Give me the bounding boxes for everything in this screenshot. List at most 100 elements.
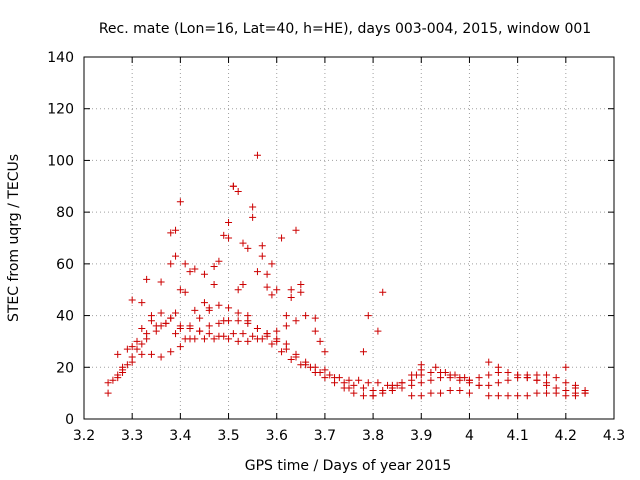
data-point [273,335,281,343]
data-point [268,340,276,348]
data-point [176,343,184,351]
data-point [543,379,551,387]
data-point [244,312,252,320]
data-point [225,304,233,312]
data-point [119,363,127,371]
data-point [408,376,416,384]
data-point [147,312,155,320]
data-point [287,286,295,294]
data-point [427,368,435,376]
data-point [138,340,146,348]
x-tick-label: 4.2 [555,428,577,444]
data-point [249,203,257,211]
data-point [258,252,266,260]
data-point [427,376,435,384]
data-point [364,312,372,320]
data-point [176,286,184,294]
data-point [157,353,165,361]
data-point [220,332,228,340]
data-point [533,389,541,397]
data-point [562,379,570,387]
y-tick-label: 80 [56,205,74,221]
data-point [128,358,136,366]
x-tick-label: 4 [465,428,474,444]
data-point [210,262,218,270]
data-point [162,319,170,327]
data-point [302,358,310,366]
data-point [181,260,189,268]
data-point [253,151,261,159]
data-point [297,361,305,369]
data-point [229,330,237,338]
data-point [379,389,387,397]
data-point [562,392,570,400]
data-point [523,374,531,382]
y-tick-label: 40 [56,309,74,325]
x-tick-label: 3.9 [410,428,432,444]
data-point [494,379,502,387]
data-point [485,381,493,389]
data-point [225,218,233,226]
data-point [205,322,213,330]
data-point [321,366,329,374]
data-point [123,345,131,353]
data-point [451,371,459,379]
data-point [239,281,247,289]
y-tick-label: 140 [47,50,74,66]
data-point [104,379,112,387]
data-point [297,281,305,289]
data-point [249,332,257,340]
data-point [234,309,242,317]
data-point [143,330,151,338]
data-point [186,322,194,330]
data-point [268,260,276,268]
data-point [200,335,208,343]
data-point [523,392,531,400]
data-point [249,213,257,221]
data-point [220,317,228,325]
y-tick-label: 100 [47,153,74,169]
x-axis-label: GPS time / Days of year 2015 [245,458,452,474]
data-point [205,330,213,338]
data-point [475,374,483,382]
data-point [181,288,189,296]
data-point [359,384,367,392]
data-point [109,376,117,384]
x-tick-label: 3.2 [73,428,95,444]
x-tick-label: 3.5 [217,428,239,444]
data-point [321,348,329,356]
data-point [345,384,353,392]
data-point [176,325,184,332]
data-point [143,275,151,283]
data-point [359,348,367,356]
data-point [123,361,131,369]
data-point [504,368,512,376]
data-point [388,381,396,389]
grid-lines [84,57,614,419]
data-point [253,268,261,276]
data-point [138,299,146,307]
data-point [427,389,435,397]
data-point [485,358,493,366]
x-tick-label: 3.7 [314,428,336,444]
data-point [167,260,175,268]
data-point [263,283,271,291]
data-point [258,335,266,343]
data-point [104,389,112,397]
data-point [494,392,502,400]
data-point [504,376,512,384]
data-point [278,348,286,356]
data-point [220,231,228,239]
data-point [326,371,334,379]
data-point [543,371,551,379]
data-point [215,319,223,327]
data-point [273,327,281,335]
data-point [191,335,199,343]
data-point [172,252,180,260]
data-point [172,309,180,317]
data-point [287,293,295,301]
axis-ticks: 3.2 3.3 3.4 3.5 3.6 3.7 3.8 3.9 4 4.1 4.2 4.3 0 20 40 6… [47,50,625,444]
data-point [316,337,324,345]
data-point [514,371,522,379]
